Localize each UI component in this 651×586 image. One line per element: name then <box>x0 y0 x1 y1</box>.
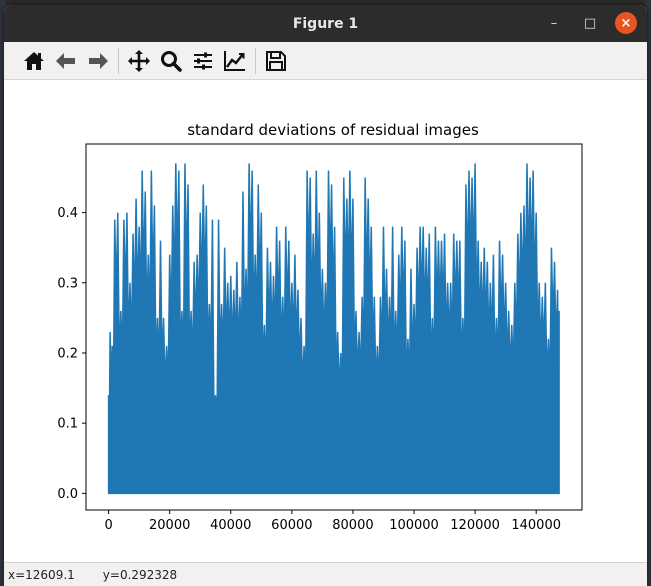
back-button[interactable] <box>50 45 82 77</box>
x-tick-label: 40000 <box>210 518 251 533</box>
x-tick-label: 60000 <box>271 518 312 533</box>
y-tick-label: 0.0 <box>57 487 78 502</box>
save-button[interactable] <box>260 45 292 77</box>
figure-window: Figure 1 – □ × <box>4 5 647 586</box>
y-tick-label: 0.2 <box>57 346 78 361</box>
plot-area <box>85 143 583 511</box>
x-coordinate-readout: x=12609.1 <box>8 567 75 582</box>
navigation-toolbar <box>4 42 647 80</box>
close-button[interactable]: × <box>615 12 637 34</box>
axes-frame <box>85 143 583 511</box>
x-tick-label: 20000 <box>149 518 190 533</box>
series-area <box>107 163 560 495</box>
edit-axis-button[interactable] <box>219 45 251 77</box>
arrow-right-icon <box>89 52 108 69</box>
pan-button[interactable] <box>123 45 155 77</box>
floppy-disk-icon <box>266 50 286 71</box>
y-axis: 0.0 0.1 0.2 0.3 0.4 <box>57 206 86 502</box>
status-bar: x=12609.1 y=0.292328 <box>4 562 647 586</box>
window-title: Figure 1 <box>292 15 359 32</box>
move-icon <box>128 49 150 72</box>
x-tick-label: 140000 <box>511 518 561 533</box>
background-editor-right <box>645 0 651 586</box>
y-coordinate-readout: y=0.292328 <box>102 567 178 582</box>
figure-canvas[interactable]: standard deviations of residual images 0… <box>4 80 647 562</box>
y-tick-label: 0.4 <box>57 206 78 221</box>
minimize-button[interactable]: – <box>550 15 558 31</box>
home-button[interactable] <box>18 45 50 77</box>
sliders-icon <box>194 52 212 69</box>
x-tick-label: 80000 <box>332 518 373 533</box>
toolbar-separator <box>255 47 256 74</box>
magnifier-icon <box>161 50 182 72</box>
chart-title: standard deviations of residual images <box>187 121 479 139</box>
x-tick-label: 120000 <box>450 518 500 533</box>
x-tick-label: 100000 <box>389 518 439 533</box>
window-controls: – □ × <box>543 12 637 34</box>
maximize-button[interactable]: □ <box>583 15 597 31</box>
y-tick-label: 0.1 <box>57 417 78 432</box>
home-icon <box>24 51 44 70</box>
y-tick-label: 0.3 <box>57 276 78 291</box>
toolbar-separator <box>118 47 119 74</box>
background-editor-left <box>0 0 6 586</box>
line-chart-icon <box>224 50 245 71</box>
x-axis: 0 20000 40000 60000 80000 100000 120000 140000 <box>104 510 561 533</box>
configure-subplots-button[interactable] <box>187 45 219 77</box>
x-tick-label: 0 <box>104 518 112 533</box>
zoom-button[interactable] <box>155 45 187 77</box>
arrow-left-icon <box>56 52 75 69</box>
title-bar[interactable]: Figure 1 – □ × <box>4 5 647 42</box>
forward-button[interactable] <box>82 45 114 77</box>
plot-svg[interactable]: standard deviations of residual images 0… <box>4 80 647 562</box>
